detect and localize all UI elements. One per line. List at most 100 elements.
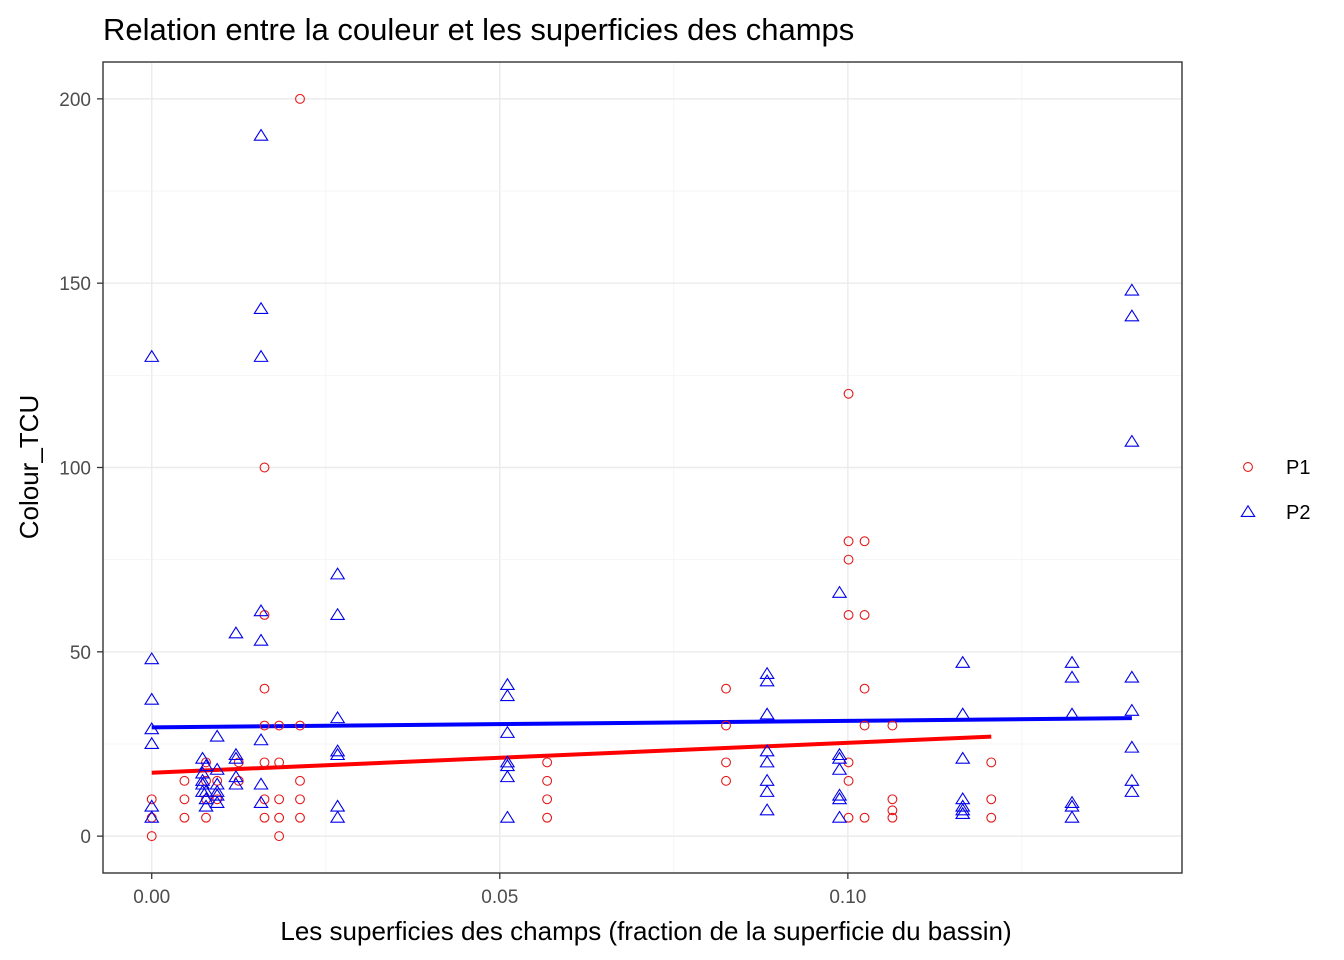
data-point-p1 (259, 812, 270, 823)
data-point-p1 (843, 775, 854, 786)
data-point-p1 (274, 794, 285, 805)
data-point-p2 (759, 784, 775, 797)
data-point-p2 (499, 769, 516, 783)
data-point-p1 (179, 775, 190, 786)
data-point-p2 (144, 651, 160, 665)
data-point-p2 (831, 810, 848, 823)
data-point-p2 (209, 795, 225, 808)
data-point-p2 (329, 799, 346, 812)
legend-key-p1 (1243, 462, 1253, 472)
data-point-p2 (1124, 784, 1140, 797)
data-point-p1 (721, 720, 731, 731)
y-tick-label: 100 (59, 459, 91, 480)
data-point-p1 (986, 794, 997, 805)
data-point-p1 (233, 757, 244, 768)
data-point-p1 (887, 794, 898, 805)
data-point-p1 (259, 462, 270, 473)
data-point-p2 (194, 773, 211, 786)
data-point-p2 (1064, 707, 1080, 720)
data-point-p2 (253, 604, 269, 617)
data-point-p2 (759, 773, 775, 786)
y-tick-label: 200 (59, 90, 91, 111)
data-point-p1 (843, 388, 854, 399)
data-point-p2 (955, 792, 971, 805)
data-point-p2 (253, 777, 269, 790)
data-point-p2 (1124, 703, 1140, 716)
data-point-p2 (759, 707, 775, 720)
legend-label-p1: P1 (1286, 457, 1310, 479)
series-p2 (144, 128, 1140, 823)
data-point-p2 (955, 803, 971, 816)
data-point-p2 (499, 758, 516, 772)
chart-title: Relation entre la couleur et les superfi… (103, 12, 854, 47)
data-point-p1 (259, 720, 270, 731)
data-point-p2 (1124, 434, 1140, 447)
data-point-p1 (259, 757, 270, 768)
y-tick-label: 0 (80, 827, 91, 848)
data-point-p1 (274, 812, 285, 823)
data-point-p1 (295, 93, 305, 104)
data-point-p2 (499, 688, 516, 702)
data-point-p2 (228, 751, 244, 764)
data-point-p2 (144, 799, 160, 812)
y-tick-label: 50 (70, 643, 91, 664)
data-point-p2 (1064, 799, 1080, 812)
data-point-p2 (329, 747, 346, 761)
data-point-p1 (859, 720, 870, 731)
y-axis-title: Colour_TCU (14, 395, 44, 540)
data-point-p2 (329, 607, 346, 620)
data-point-p1 (274, 831, 285, 842)
data-point-p2 (228, 626, 244, 639)
data-point-p2 (253, 128, 269, 141)
data-point-p2 (831, 788, 848, 801)
fit-line-p2 (151, 716, 1132, 730)
data-point-p2 (329, 567, 346, 580)
data-point-p2 (329, 710, 346, 724)
data-point-p2 (253, 349, 269, 362)
data-point-p1 (843, 812, 854, 823)
data-point-p2 (759, 674, 775, 687)
data-point-p1 (859, 610, 870, 620)
data-point-p2 (253, 633, 269, 646)
data-point-p2 (1064, 670, 1080, 683)
data-point-p2 (209, 788, 225, 801)
data-point-p1 (887, 805, 898, 816)
data-point-p2 (831, 585, 848, 598)
data-point-p2 (1124, 283, 1140, 296)
data-points (144, 93, 1140, 842)
data-point-p2 (253, 795, 269, 808)
legend-item-p2: P2 (1240, 502, 1310, 524)
data-point-p1 (843, 554, 854, 565)
x-axis-title: Les superficies des champs (fraction de … (280, 916, 1011, 946)
data-point-p2 (499, 810, 516, 823)
data-point-p1 (179, 794, 190, 805)
data-point-p2 (1064, 655, 1080, 668)
data-point-p1 (843, 757, 854, 768)
data-point-p1 (179, 812, 190, 823)
data-point-p2 (759, 744, 775, 757)
grid (103, 62, 1182, 873)
data-point-p2 (499, 755, 516, 768)
data-point-p1 (212, 794, 223, 805)
data-point-p2 (198, 799, 214, 812)
data-point-p2 (209, 777, 225, 790)
data-point-p1 (986, 757, 997, 768)
data-point-p1 (843, 610, 854, 620)
data-point-p2 (198, 792, 214, 805)
data-point-p1 (542, 812, 553, 823)
data-point-p1 (721, 775, 731, 786)
data-point-p2 (198, 758, 214, 772)
data-point-p1 (843, 536, 854, 547)
data-point-p1 (146, 794, 157, 805)
data-point-p2 (759, 803, 775, 816)
data-point-p2 (209, 729, 225, 742)
data-point-p1 (859, 536, 870, 547)
data-point-p2 (144, 721, 160, 735)
data-point-p1 (542, 794, 553, 805)
data-point-p1 (859, 812, 870, 823)
data-point-p2 (955, 751, 971, 764)
legend-key-p2 (1240, 504, 1256, 518)
data-point-p2 (209, 784, 225, 797)
data-point-p1 (542, 757, 553, 768)
